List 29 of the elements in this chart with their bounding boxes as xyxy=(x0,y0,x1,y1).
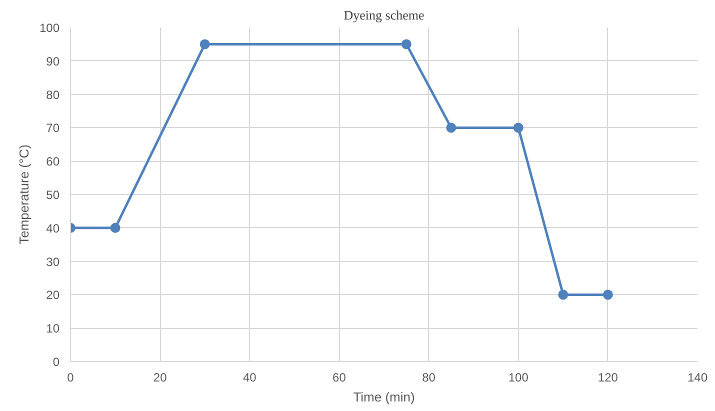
x-tick-label: 140 xyxy=(687,370,708,384)
x-tick-label: 60 xyxy=(332,370,346,384)
y-tick-label: 60 xyxy=(46,154,60,169)
y-tick-label: 50 xyxy=(46,188,60,202)
x-tick-label: 100 xyxy=(508,370,529,384)
point xyxy=(110,222,120,233)
y-tick-label: 40 xyxy=(46,221,60,236)
point xyxy=(558,290,568,300)
x-tick-label: 40 xyxy=(242,370,257,384)
point xyxy=(446,122,456,133)
x-axis-title: Time (min) xyxy=(353,390,415,404)
x-tick-label: 80 xyxy=(422,370,436,384)
y-tick-label: 90 xyxy=(46,54,60,68)
y-tick-label: 100 xyxy=(39,21,60,35)
point xyxy=(200,39,210,50)
point xyxy=(401,39,412,50)
y-tick-label: 20 xyxy=(46,288,60,302)
x-tick-label: 20 xyxy=(153,370,168,384)
y-axis-title: Temperature (°C) xyxy=(16,144,32,244)
y-tick-label: 10 xyxy=(46,322,60,336)
chart-title: Dyeing scheme xyxy=(344,8,424,22)
y-tick-label: 30 xyxy=(46,254,60,269)
y-tick-label: 80 xyxy=(46,88,60,102)
y-tick-label: 0 xyxy=(52,355,60,369)
x-tick-label: 0 xyxy=(67,370,74,384)
point xyxy=(513,122,524,133)
point xyxy=(602,290,613,300)
y-tick-label: 70 xyxy=(46,121,60,136)
x-tick-label: 120 xyxy=(598,370,618,384)
